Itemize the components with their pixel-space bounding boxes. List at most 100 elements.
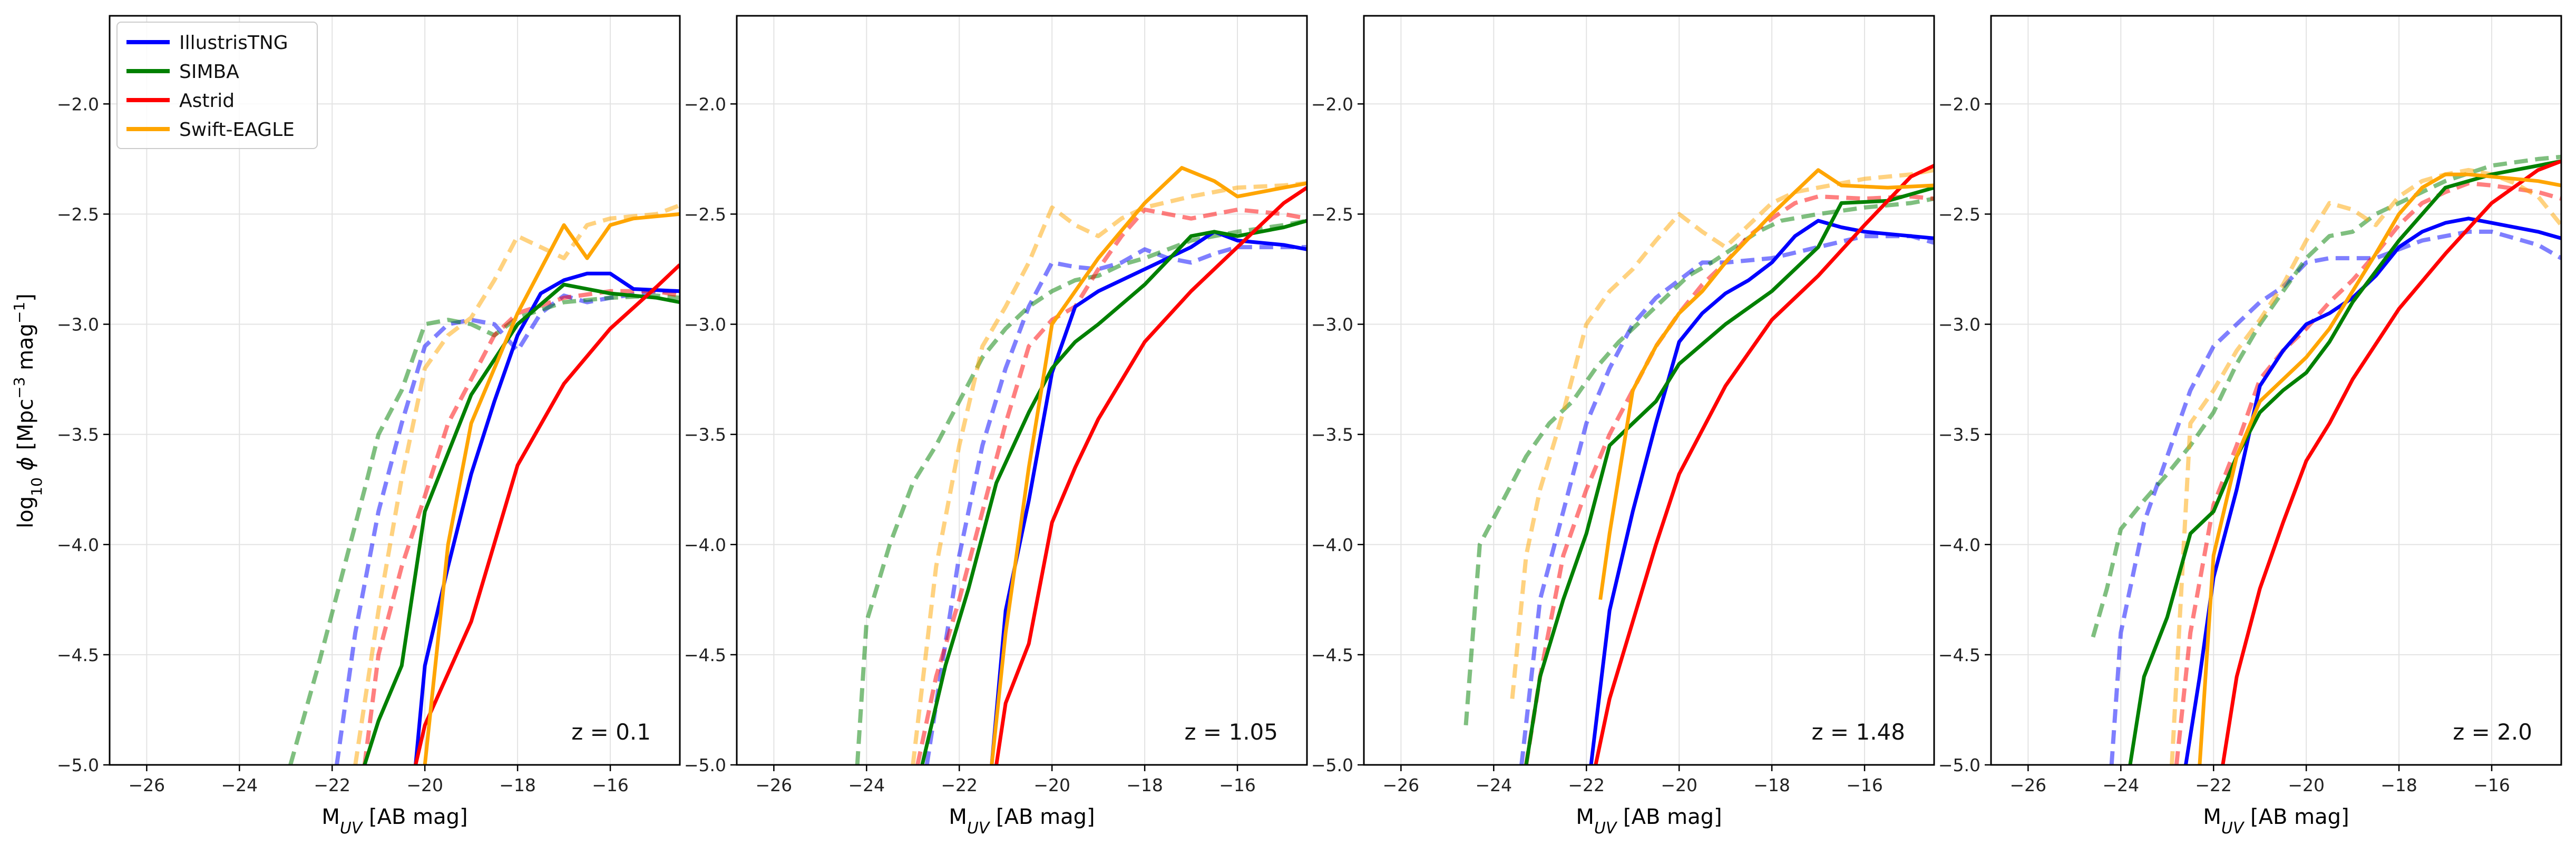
series-simba-dashed <box>2091 154 2561 638</box>
x-tick-label: −16 <box>1846 775 1883 795</box>
y-tick-label: −2.0 <box>1938 94 1980 114</box>
series-illustristng-solid <box>414 271 680 765</box>
redshift-label: z = 1.48 <box>1812 719 1905 745</box>
x-tick-label: −26 <box>1383 775 1420 795</box>
series-swift-eagle-solid <box>990 166 1307 765</box>
series-swift-eagle-dashed <box>911 181 1307 765</box>
y-tick-label: −3.0 <box>684 314 726 335</box>
series-astrid-dashed <box>362 289 680 765</box>
y-tick-label: −5.0 <box>1311 755 1353 775</box>
y-tick-label: −3.0 <box>57 314 99 335</box>
panel-4: −26 −24 −22 −20 −18 −16 −5.0 −4.5 −4.0 −3.5 −3.0 −2… <box>1938 15 2562 838</box>
redshift-label: z = 1.05 <box>1185 719 1278 745</box>
series-astrid-dashed <box>915 208 1307 765</box>
y-tick-label: −5.0 <box>684 755 726 775</box>
axes-frame <box>1363 15 1935 766</box>
x-tick-label: −16 <box>592 775 629 795</box>
series-illustristng-dashed <box>924 245 1307 765</box>
series-simba-dashed <box>288 293 680 765</box>
x-tick-label: −24 <box>1475 775 1512 795</box>
x-tick-label: −22 <box>1568 775 1605 795</box>
legend-entry: Swift-EAGLE <box>179 119 295 141</box>
x-tick-label: −18 <box>1753 775 1790 795</box>
y-tick-label: −4.0 <box>57 535 99 555</box>
y-tick-label: −3.5 <box>1311 425 1353 445</box>
y-tick-label: −4.5 <box>684 645 726 665</box>
series-illustristng-dashed <box>2109 229 2561 765</box>
x-tick-label: −16 <box>1219 775 1256 795</box>
y-tick-label: −2.5 <box>57 204 99 224</box>
x-axis-label: MUV [AB mag] <box>321 805 467 838</box>
y-tick-label: −3.5 <box>1938 425 1980 445</box>
axes-frame <box>1990 15 2562 766</box>
x-tick-label: −24 <box>2102 775 2139 795</box>
series-astrid-dashed <box>2174 181 2561 765</box>
series-illustristng-solid <box>1589 219 1934 765</box>
series-illustristng-dashed <box>335 289 680 765</box>
y-tick-label: −5.0 <box>57 755 99 775</box>
x-axis-label: MUV [AB mag] <box>2203 805 2349 838</box>
x-tick-label: −18 <box>2380 775 2417 795</box>
y-axis-label: log10 ϕ [Mpc−3 mag−1] <box>11 293 45 528</box>
y-tick-label: −2.5 <box>684 204 726 224</box>
panel-2: −26 −24 −22 −20 −18 −16 −5.0 −4.5 −4.0 −3.5 −3.0 −2… <box>684 15 1308 838</box>
y-tick-label: −4.5 <box>1938 645 1980 665</box>
legend: IllustrisTNG SIMBA Astrid Swift-EAGLE <box>116 22 318 149</box>
series-swift-eagle-solid <box>2198 172 2561 765</box>
y-tick-label: −2.5 <box>1938 204 1980 224</box>
y-tick-label: −4.0 <box>684 535 726 555</box>
x-tick-label: −26 <box>2010 775 2047 795</box>
axes-frame <box>736 15 1308 766</box>
series-swift-eagle-dashed <box>353 203 680 765</box>
y-tick-label: −2.0 <box>57 94 99 114</box>
y-tick-label: −3.0 <box>1938 314 1980 335</box>
y-tick-label: −2.5 <box>1311 204 1353 224</box>
x-tick-label: −18 <box>1126 775 1163 795</box>
panel-1: −26 −24 −22 −20 −18 −16 −5.0 −4.5 −4.0 −3.5 −3.0 −2… <box>57 15 681 838</box>
series-illustristng-solid <box>990 230 1307 765</box>
series-illustristng-solid <box>2184 217 2561 765</box>
series-simba-dashed <box>855 219 1307 765</box>
series-astrid-solid <box>994 186 1307 765</box>
x-tick-label: −22 <box>941 775 978 795</box>
series-simba-solid <box>363 282 680 765</box>
series-astrid-solid <box>2221 159 2561 765</box>
series-swift-eagle-solid <box>1598 168 1934 600</box>
axes-frame <box>109 15 681 766</box>
x-tick-label: −22 <box>314 775 350 795</box>
x-tick-label: −22 <box>2195 775 2232 795</box>
x-tick-label: −26 <box>756 775 793 795</box>
series-swift-eagle-solid <box>423 212 680 765</box>
y-tick-label: −4.5 <box>57 645 99 665</box>
x-tick-label: −16 <box>2473 775 2510 795</box>
series-illustristng-dashed <box>1519 234 1934 765</box>
series-astrid-solid <box>1594 164 1934 765</box>
panel-3: −26 −24 −22 −20 −18 −16 −5.0 −4.5 −4.0 −3.5 −3.0 −2… <box>1311 15 1935 838</box>
y-tick-label: −5.0 <box>1938 755 1980 775</box>
series-simba-solid <box>2128 159 2561 765</box>
x-tick-label: −26 <box>129 775 165 795</box>
y-tick-label: −4.0 <box>1938 535 1980 555</box>
y-tick-label: −3.0 <box>1311 314 1353 335</box>
x-tick-label: −24 <box>848 775 885 795</box>
y-tick-label: −4.0 <box>1311 535 1353 555</box>
series-astrid-dashed <box>1524 194 1934 765</box>
legend-entry: IllustrisTNG <box>179 32 288 54</box>
x-tick-label: −18 <box>499 775 536 795</box>
x-axis-label: MUV [AB mag] <box>949 805 1095 838</box>
y-tick-label: −3.5 <box>57 425 99 445</box>
x-tick-label: −20 <box>1661 775 1697 795</box>
series-simba-solid <box>1524 185 1934 765</box>
legend-entry: SIMBA <box>179 61 239 83</box>
x-tick-label: −24 <box>221 775 258 795</box>
legend-box <box>116 22 318 149</box>
x-axis-label: MUV [AB mag] <box>1576 805 1722 838</box>
x-tick-label: −20 <box>1033 775 1070 795</box>
redshift-label: z = 0.1 <box>571 719 651 745</box>
y-tick-label: −2.0 <box>684 94 726 114</box>
redshift-label: z = 2.0 <box>2453 719 2532 745</box>
legend-entry: Astrid <box>179 90 235 112</box>
y-tick-label: −3.5 <box>684 425 726 445</box>
y-tick-label: −2.0 <box>1311 94 1353 114</box>
